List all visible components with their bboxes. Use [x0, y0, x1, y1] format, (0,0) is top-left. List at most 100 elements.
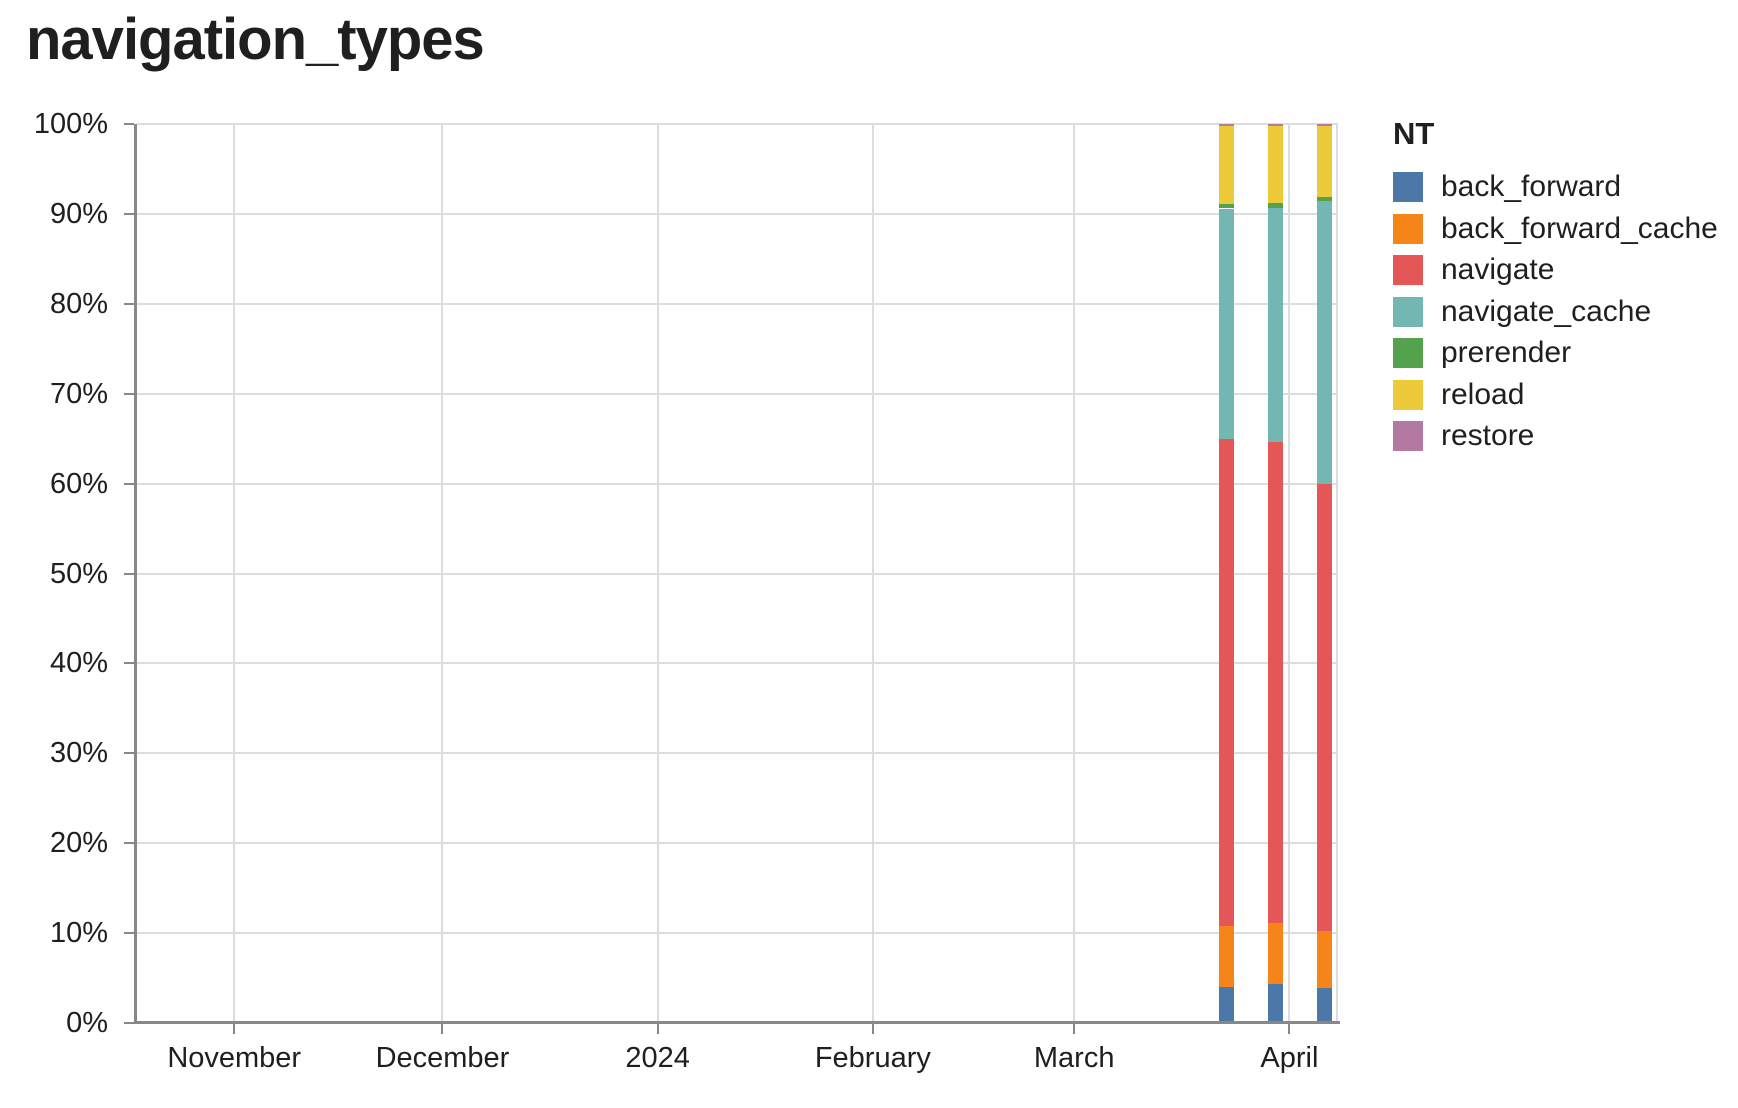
y-axis-label: 60% [49, 467, 108, 500]
stacked-bar [1316, 124, 1332, 1023]
gridline-horizontal [137, 662, 1338, 665]
gridline-horizontal [137, 752, 1338, 755]
y-axis-label: 40% [49, 647, 108, 680]
x-axis-label: 2024 [625, 1042, 690, 1074]
bar-segment-prerender[interactable] [1268, 203, 1284, 208]
x-axis-label: December [375, 1042, 510, 1074]
x-axis-label: March [1033, 1042, 1115, 1074]
x-axis-label: February [814, 1042, 931, 1074]
gridline-horizontal [137, 572, 1338, 575]
legend-swatch-restore [1393, 421, 1423, 451]
stacked-bar [1219, 124, 1235, 1023]
y-axis-label: 0% [66, 1007, 108, 1039]
legend-title: NT [1393, 116, 1435, 151]
bar-segment-navigate[interactable] [1268, 442, 1284, 924]
legend-label-prerender: prerender [1441, 336, 1572, 369]
legend-swatch-navigate [1393, 255, 1423, 285]
gridline-horizontal [137, 123, 1338, 125]
stacked-bar [1268, 124, 1284, 1023]
bar-segment-reload[interactable] [1219, 125, 1235, 204]
gridline-horizontal [137, 212, 1338, 215]
gridline-vertical [871, 124, 874, 1023]
plot-right-border [1336, 124, 1338, 1023]
gridline-vertical [441, 124, 444, 1023]
bar-segment-restore[interactable] [1316, 124, 1332, 126]
y-axis-tick [124, 392, 134, 395]
y-axis-tick [124, 302, 134, 305]
bar-segment-navigate_cache[interactable] [1316, 201, 1332, 485]
bar-segment-reload[interactable] [1316, 125, 1332, 197]
bar-segment-navigate_cache[interactable] [1219, 208, 1235, 439]
bar-segment-back_forward_cache[interactable] [1219, 925, 1235, 988]
y-axis-label: 20% [49, 827, 108, 860]
legend-item-navigate_cache: navigate_cache [1393, 294, 1652, 328]
legend-swatch-prerender [1393, 338, 1423, 368]
gridline-horizontal [137, 302, 1338, 305]
x-axis-tick [441, 1024, 444, 1034]
y-axis-tick [124, 932, 134, 935]
gridline-vertical [1288, 124, 1291, 1023]
legend-item-back_forward: back_forward [1393, 172, 1621, 202]
y-axis-label: 10% [49, 917, 108, 950]
bar-segment-prerender[interactable] [1316, 196, 1332, 202]
y-axis-label: 100% [33, 108, 108, 140]
y-axis-tick [124, 662, 134, 665]
gridline-horizontal [137, 842, 1338, 845]
legend-swatch-back_forward [1393, 172, 1423, 202]
bar-segment-reload[interactable] [1268, 125, 1284, 204]
y-axis-tick [124, 482, 134, 485]
x-axis-label: November [167, 1042, 302, 1074]
legend-item-restore: restore [1393, 421, 1534, 451]
gridline-vertical [233, 124, 236, 1023]
x-axis-tick [871, 1024, 874, 1034]
gridline-vertical [656, 124, 659, 1023]
legend-label-back_forward_cache: back_forward_cache [1441, 211, 1718, 245]
gridline-vertical [1073, 124, 1076, 1023]
bar-segment-navigate[interactable] [1316, 484, 1332, 932]
x-axis-tick [233, 1024, 236, 1034]
bar-segment-back_forward_cache[interactable] [1268, 923, 1284, 985]
legend-label-reload: reload [1441, 377, 1525, 411]
y-axis-tick [124, 1022, 134, 1024]
legend-item-reload: reload [1393, 377, 1525, 411]
legend-swatch-back_forward_cache [1393, 213, 1423, 244]
legend-item-prerender: prerender [1393, 338, 1571, 368]
bar-segment-restore[interactable] [1268, 124, 1284, 126]
bar-segment-navigate_cache[interactable] [1268, 207, 1284, 443]
plot-area: November December 2024 February March April 0%… [34, 108, 1340, 1074]
legend-label-restore: restore [1441, 419, 1535, 452]
legend-label-navigate_cache: navigate_cache [1441, 294, 1652, 328]
bar-segment-navigate[interactable] [1219, 438, 1235, 926]
legend-item-back_forward_cache: back_forward_cache [1393, 211, 1718, 245]
y-axis-label: 70% [49, 377, 108, 410]
x-axis-label: April [1260, 1042, 1319, 1074]
x-axis-tick [656, 1024, 659, 1034]
gridline-horizontal [137, 482, 1338, 485]
y-axis-label: 90% [49, 197, 108, 230]
bar-segment-back_forward[interactable] [1268, 984, 1284, 1023]
y-axis-tick [124, 842, 134, 845]
y-axis-tick [124, 212, 134, 215]
bar-segment-back_forward[interactable] [1219, 987, 1235, 1023]
bar-segment-restore[interactable] [1219, 124, 1235, 126]
bar-segment-prerender[interactable] [1219, 204, 1235, 209]
legend-swatch-reload [1393, 379, 1423, 410]
y-axis-label: 50% [49, 557, 108, 590]
bar-segment-back_forward_cache[interactable] [1316, 931, 1332, 988]
x-axis-line [137, 1021, 1340, 1024]
legend-label-back_forward: back_forward [1441, 170, 1622, 203]
chart-title: navigation_types [26, 7, 485, 72]
gridline-horizontal [137, 392, 1338, 395]
y-axis-line [134, 124, 137, 1024]
legend-label-navigate: navigate [1441, 253, 1555, 286]
gridline-horizontal [137, 932, 1338, 935]
y-axis-tick [124, 123, 134, 125]
legend-item-navigate: navigate [1393, 255, 1554, 285]
x-axis-tick [1073, 1024, 1076, 1034]
y-axis-label: 80% [49, 287, 108, 320]
y-axis-tick [124, 572, 134, 575]
x-axis-tick [1288, 1024, 1291, 1034]
bar-segment-back_forward[interactable] [1316, 987, 1332, 1023]
